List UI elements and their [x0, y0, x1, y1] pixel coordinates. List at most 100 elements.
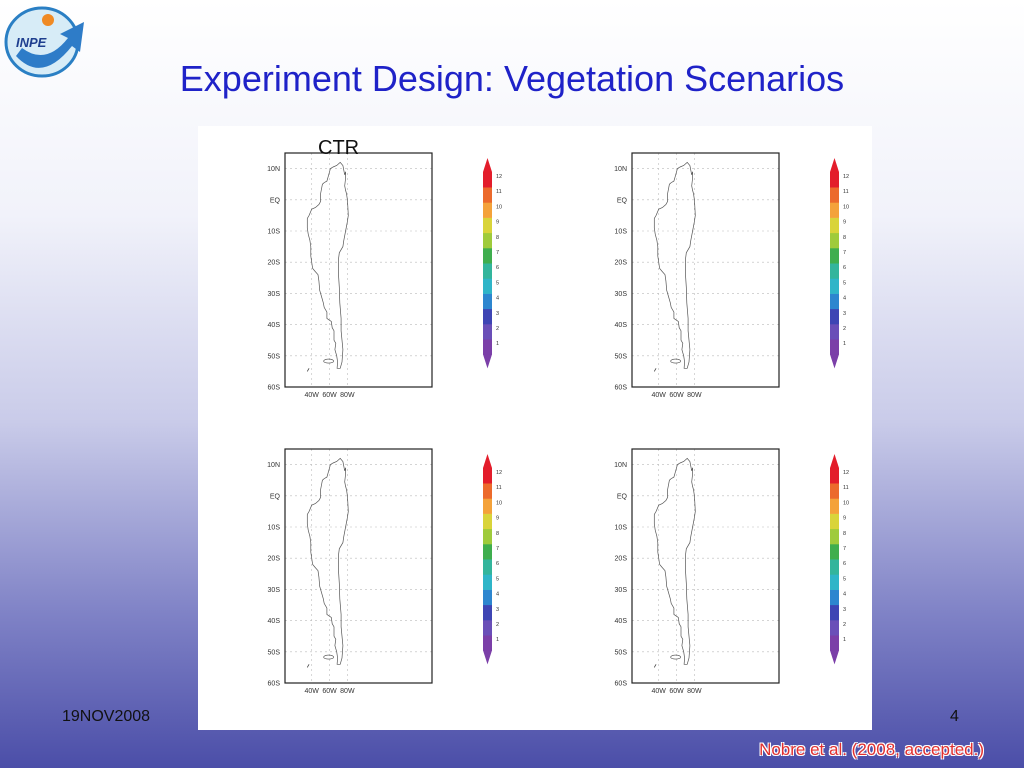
svg-text:60W: 60W — [669, 688, 684, 695]
svg-text:40S: 40S — [268, 322, 281, 329]
svg-text:80W: 80W — [687, 392, 702, 399]
svg-text:4: 4 — [496, 296, 499, 302]
svg-text:80W: 80W — [340, 392, 355, 399]
svg-text:10N: 10N — [267, 462, 280, 469]
svg-text:9: 9 — [496, 220, 499, 226]
svg-text:2: 2 — [496, 326, 499, 332]
svg-text:40S: 40S — [615, 322, 628, 329]
svg-text:2: 2 — [843, 622, 846, 628]
svg-text:50S: 50S — [615, 649, 628, 656]
svg-text:30S: 30S — [268, 587, 281, 594]
svg-text:10N: 10N — [614, 462, 627, 469]
svg-text:7: 7 — [843, 250, 846, 256]
svg-text:6: 6 — [496, 561, 499, 567]
svg-text:8: 8 — [496, 531, 499, 537]
svg-text:5: 5 — [496, 280, 499, 286]
svg-text:60W: 60W — [669, 392, 684, 399]
svg-text:12: 12 — [496, 470, 502, 476]
svg-text:10S: 10S — [615, 229, 628, 236]
svg-text:40W: 40W — [652, 688, 667, 695]
svg-text:60S: 60S — [268, 681, 281, 688]
svg-text:80W: 80W — [340, 688, 355, 695]
svg-text:10S: 10S — [268, 229, 281, 236]
svg-text:11: 11 — [496, 189, 502, 195]
svg-text:40W: 40W — [305, 392, 320, 399]
svg-text:9: 9 — [843, 516, 846, 522]
svg-text:8: 8 — [843, 531, 846, 537]
svg-text:4: 4 — [496, 592, 499, 598]
svg-text:2: 2 — [496, 622, 499, 628]
svg-text:10N: 10N — [614, 166, 627, 173]
svg-text:50S: 50S — [268, 353, 281, 360]
svg-text:10: 10 — [496, 204, 502, 210]
svg-text:10: 10 — [843, 500, 849, 506]
svg-text:12: 12 — [496, 174, 502, 180]
svg-text:60W: 60W — [322, 392, 337, 399]
citation: Nobre et al. (2008, accepted.) — [759, 740, 984, 759]
svg-text:30S: 30S — [268, 291, 281, 298]
svg-text:9: 9 — [843, 220, 846, 226]
svg-text:5: 5 — [843, 576, 846, 582]
svg-text:12: 12 — [843, 470, 849, 476]
svg-text:10: 10 — [843, 204, 849, 210]
svg-text:30S: 30S — [615, 587, 628, 594]
svg-text:EQ: EQ — [617, 197, 628, 204]
svg-text:4: 4 — [843, 296, 846, 302]
svg-text:30S: 30S — [615, 291, 628, 298]
svg-text:1: 1 — [496, 637, 499, 643]
svg-text:9: 9 — [496, 516, 499, 522]
svg-text:3: 3 — [496, 311, 499, 317]
svg-text:5: 5 — [843, 280, 846, 286]
svg-text:1: 1 — [843, 341, 846, 347]
svg-text:EQ: EQ — [617, 493, 628, 500]
svg-text:1: 1 — [496, 341, 499, 347]
svg-text:8: 8 — [496, 235, 499, 241]
svg-text:11: 11 — [496, 485, 502, 491]
map-coarse-checker: 10NEQ10S20S30S40S50S60S80W60W40W12345678… — [267, 448, 502, 695]
svg-text:6: 6 — [843, 561, 846, 567]
slide-date: 19NOV2008 — [62, 708, 151, 725]
map-ctr: 10NEQ10S20S30S40S50S60S80W60W40W12345678… — [267, 152, 502, 399]
map-full-replacement: 10NEQ10S20S30S40S50S60S80W60W40W12345678… — [614, 448, 849, 695]
svg-text:10: 10 — [496, 500, 502, 506]
svg-text:10N: 10N — [267, 166, 280, 173]
ctr-label: CTR — [318, 137, 360, 159]
svg-text:50S: 50S — [268, 649, 281, 656]
page-number: 4 — [950, 708, 959, 725]
svg-text:11: 11 — [843, 189, 849, 195]
svg-text:40W: 40W — [652, 392, 667, 399]
svg-text:20S: 20S — [615, 556, 628, 563]
svg-text:6: 6 — [843, 265, 846, 271]
svg-text:4: 4 — [843, 592, 846, 598]
inpe-logo: INPE — [4, 6, 84, 78]
svg-text:3: 3 — [843, 607, 846, 613]
svg-text:8: 8 — [843, 235, 846, 241]
svg-text:1: 1 — [843, 637, 846, 643]
svg-text:60W: 60W — [322, 688, 337, 695]
svg-text:40W: 40W — [305, 688, 320, 695]
svg-text:5: 5 — [496, 576, 499, 582]
svg-text:3: 3 — [496, 607, 499, 613]
svg-text:EQ: EQ — [270, 493, 281, 500]
svg-text:20S: 20S — [268, 260, 281, 267]
map-fine-checker: 10NEQ10S20S30S40S50S60S80W60W40W12345678… — [614, 152, 849, 399]
svg-text:60S: 60S — [268, 385, 281, 392]
svg-text:12: 12 — [843, 174, 849, 180]
slide-title: Experiment Design: Vegetation Scenarios — [179, 58, 845, 99]
svg-text:10S: 10S — [268, 525, 281, 532]
svg-text:40S: 40S — [268, 618, 281, 625]
logo-text: INPE — [16, 35, 47, 50]
svg-text:11: 11 — [843, 485, 849, 491]
svg-text:20S: 20S — [268, 556, 281, 563]
svg-text:6: 6 — [496, 265, 499, 271]
svg-text:50S: 50S — [615, 353, 628, 360]
svg-text:2: 2 — [843, 326, 846, 332]
svg-text:60S: 60S — [615, 385, 628, 392]
svg-text:80W: 80W — [687, 688, 702, 695]
svg-text:20S: 20S — [615, 260, 628, 267]
svg-text:10S: 10S — [615, 525, 628, 532]
svg-text:EQ: EQ — [270, 197, 281, 204]
svg-text:40S: 40S — [615, 618, 628, 625]
svg-text:7: 7 — [496, 546, 499, 552]
svg-text:7: 7 — [843, 546, 846, 552]
